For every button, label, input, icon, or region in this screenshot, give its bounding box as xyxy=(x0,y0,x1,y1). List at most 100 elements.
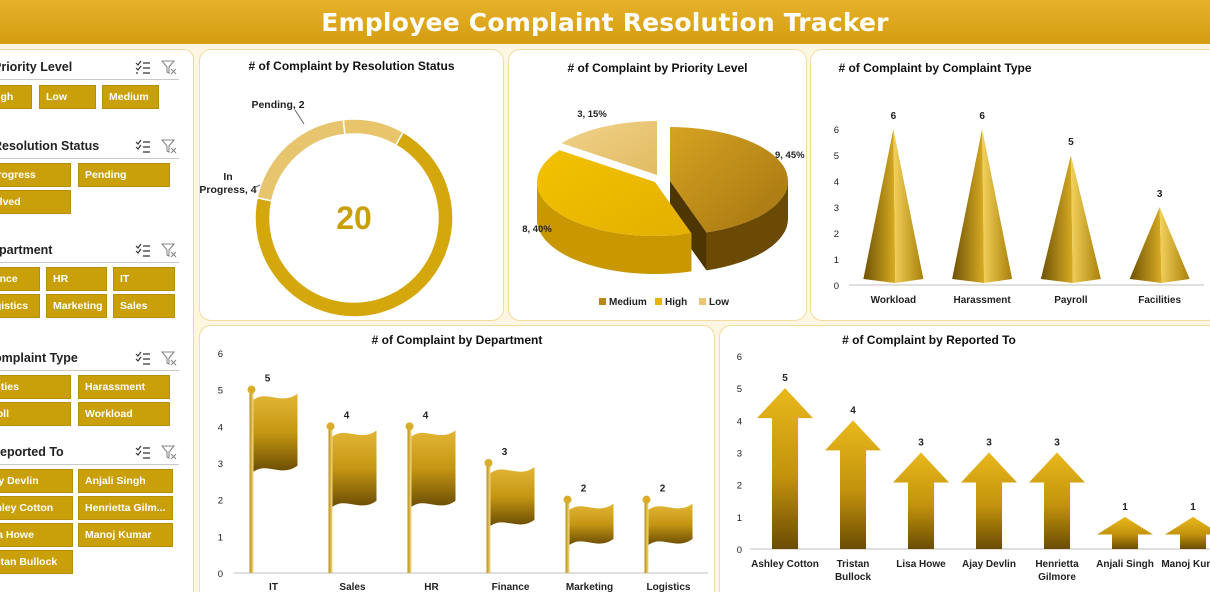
slicer-chip[interactable]: Pending xyxy=(78,163,170,187)
slicer-chip[interactable]: Facilities xyxy=(0,375,71,399)
slicer-chip[interactable]: Lisa Howe xyxy=(0,523,73,547)
complaint-type-chart: 0 1 2 3 4 5 6 6 Workload 6 Harassment 5 Payroll 3 Faci… xyxy=(834,111,1204,306)
legend-swatch xyxy=(599,298,606,305)
arrow-bar xyxy=(893,452,949,549)
slicer-chip[interactable]: Finance xyxy=(0,267,40,291)
data-label: 6 xyxy=(979,111,985,122)
department-chart: 0 1 2 3 4 5 6 5 IT 4 Sales 4 HR 3 Finance 2 Marketing 2 Lo… xyxy=(218,349,708,592)
slicer-header: Priority Level xyxy=(0,58,179,80)
slicer-chip[interactable]: HR xyxy=(46,267,107,291)
slicer-chip[interactable]: In Progress xyxy=(0,163,71,187)
pie-slice xyxy=(670,127,788,233)
flag-pole-cap xyxy=(247,385,256,394)
data-label: 5 xyxy=(265,374,271,385)
slicer-chip[interactable]: Medium xyxy=(102,85,159,109)
y-tick-label: 2 xyxy=(218,496,223,507)
data-label: Pending, 2 xyxy=(251,99,304,111)
y-tick-label: 5 xyxy=(218,386,223,397)
multi-select-icon[interactable] xyxy=(135,139,151,154)
slicer-chip[interactable]: High xyxy=(0,85,32,109)
x-tick-label: Harassment xyxy=(953,295,1011,306)
y-tick-label: 2 xyxy=(834,229,839,240)
clear-filter-icon[interactable] xyxy=(161,139,177,154)
x-tick-label: Marketing xyxy=(566,582,613,592)
multi-select-icon[interactable] xyxy=(135,445,151,460)
data-label: 9, 45% xyxy=(775,150,805,161)
x-tick-label: IT xyxy=(269,582,278,592)
arrow-bar xyxy=(825,420,881,549)
data-label: 3 xyxy=(1054,438,1060,449)
data-label: 4 xyxy=(344,410,350,421)
slicer-chip[interactable]: Ajay Devlin xyxy=(0,469,73,493)
clear-filter-icon[interactable] xyxy=(161,445,177,460)
data-label: 1 xyxy=(1122,502,1128,513)
arrow-bar xyxy=(757,388,813,549)
chart-title: # of Complaint by Priority Level xyxy=(567,61,748,75)
slicer-chip[interactable]: Tristan Bullock xyxy=(0,550,73,574)
pie-slice xyxy=(561,121,657,175)
leader-line xyxy=(294,109,305,125)
multi-select-icon[interactable] xyxy=(135,60,151,75)
pyramid-bar-face xyxy=(1070,155,1101,283)
slicer-chip[interactable]: Henrietta Gilm... xyxy=(78,496,173,520)
y-tick-label: 2 xyxy=(737,481,742,492)
x-tick-label: Manoj Kumar xyxy=(1161,559,1210,570)
data-label: 6 xyxy=(891,111,897,122)
title-bar: Employee Complaint Resolution Tracker xyxy=(0,0,1210,44)
flag-pole xyxy=(644,499,649,573)
pyramid-bar xyxy=(952,129,985,283)
slicer-header: Complaint Type xyxy=(0,349,179,371)
slicer-chip[interactable]: Payroll xyxy=(0,402,71,426)
slicer-header: Reported To xyxy=(0,443,179,465)
flag-pole-cap xyxy=(484,459,493,467)
slicer-title: Complaint Type xyxy=(0,351,78,365)
clear-filter-icon[interactable] xyxy=(161,243,177,258)
multi-select-icon[interactable] xyxy=(135,351,151,366)
x-tick-label: Sales xyxy=(339,582,366,592)
slicer-chip[interactable]: Resolved xyxy=(0,190,71,214)
pyramid-bar-face xyxy=(1159,207,1190,283)
data-label: 2 xyxy=(581,484,587,495)
slicer-header: Department xyxy=(0,241,179,263)
slicer-chip[interactable]: Anjali Singh xyxy=(78,469,173,493)
flag-bar xyxy=(253,393,298,472)
arrow-bar xyxy=(1097,516,1153,549)
slicer-chip[interactable]: Ashley Cotton xyxy=(0,496,73,520)
slicer-chip[interactable]: Low xyxy=(39,85,96,109)
x-tick-label: Facilities xyxy=(1138,295,1181,306)
slicer-title: Priority Level xyxy=(0,60,73,74)
x-tick-label: Tristan Bullock xyxy=(835,559,872,583)
slicer-chip[interactable]: Logistics xyxy=(0,294,40,318)
slicer-chip[interactable]: Sales xyxy=(113,294,175,318)
slicer-chip[interactable]: Workload xyxy=(78,402,170,426)
pyramid-bar xyxy=(1129,207,1162,283)
clear-filter-icon[interactable] xyxy=(161,351,177,366)
chart-title: # of Complaint by Department xyxy=(371,333,543,347)
flag-bar xyxy=(648,503,693,545)
x-tick-label: Lisa Howe xyxy=(896,559,946,570)
flag-pole-cap xyxy=(563,495,572,504)
data-label: 4 xyxy=(423,410,429,421)
slicer-chip[interactable]: Manoj Kumar xyxy=(78,523,173,547)
priority-level-panel: # of Complaint by Priority Level 9, 45% 8… xyxy=(508,49,807,321)
y-tick-label: 3 xyxy=(218,459,223,470)
slicer-chip[interactable]: IT xyxy=(113,267,175,291)
flag-pole xyxy=(486,463,491,573)
pie-slice-wall xyxy=(670,181,707,271)
chart-title: # of Complaint by Reported To xyxy=(842,333,1016,347)
slicer-header: Resolution Status xyxy=(0,137,179,159)
multi-select-icon[interactable] xyxy=(135,243,151,258)
data-label: 3, 15% xyxy=(577,109,607,120)
chart-title: # of Complaint by Complaint Type xyxy=(838,61,1032,75)
slicer-chip[interactable]: Harassment xyxy=(78,375,170,399)
y-tick-label: 6 xyxy=(218,349,223,360)
x-tick-label: HR xyxy=(424,582,439,592)
x-tick-label: Henrietta Gilmore xyxy=(1035,559,1079,583)
y-tick-label: 0 xyxy=(834,281,839,292)
flag-bar xyxy=(332,430,377,507)
slicer-chip[interactable]: Marketing xyxy=(46,294,107,318)
donut-slice xyxy=(256,118,346,202)
clear-filter-icon[interactable] xyxy=(161,60,177,75)
legend-label: Medium xyxy=(609,297,647,308)
